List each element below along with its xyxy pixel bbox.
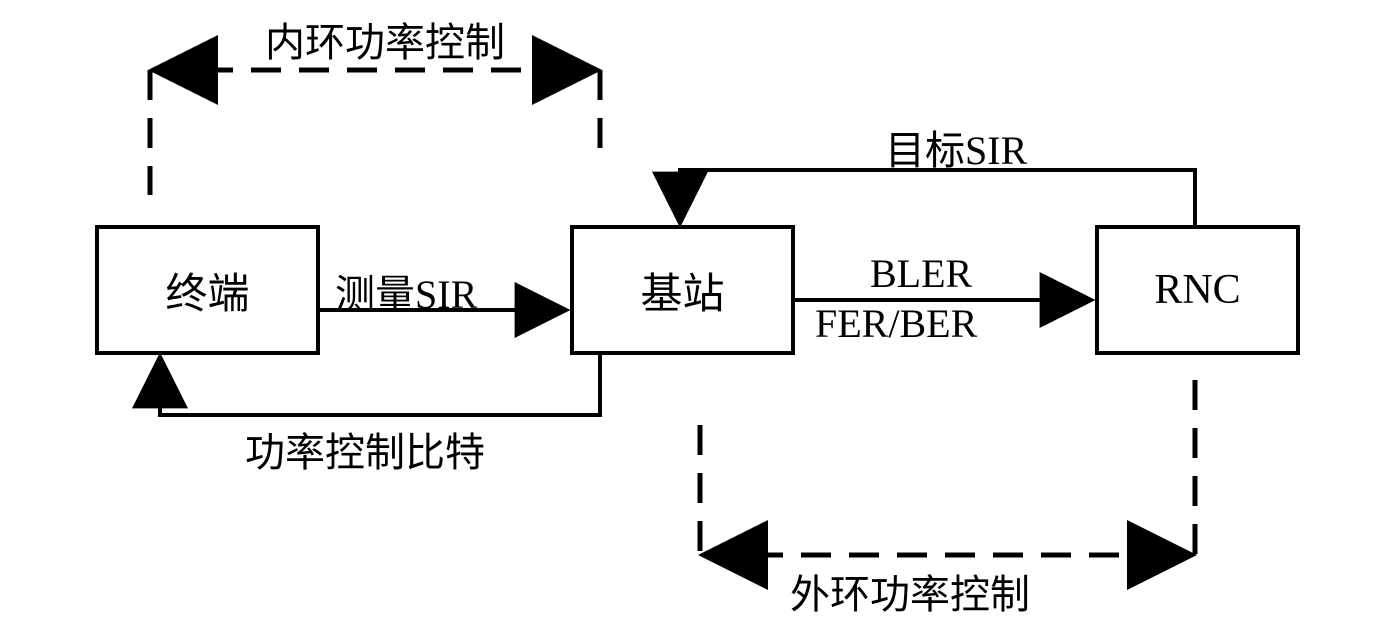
rnc-box: RNC xyxy=(1095,225,1300,355)
measure-sir-label: 测量SIR xyxy=(335,262,477,320)
base-station-label: 基站 xyxy=(640,260,724,321)
terminal-label: 终端 xyxy=(165,260,249,321)
terminal-box: 终端 xyxy=(95,225,320,355)
inner-loop-label: 内环功率控制 xyxy=(265,10,505,68)
edge-target-sir xyxy=(680,170,1195,225)
block-diagram: 终端 基站 RNC 测量SIR BLER FER/BER 目标SIR 功率控制比… xyxy=(0,0,1398,631)
edge-power-control-bit xyxy=(160,355,600,415)
power-control-bit-label: 功率控制比特 xyxy=(245,420,485,478)
base-station-box: 基站 xyxy=(570,225,795,355)
outer-loop-label: 外环功率控制 xyxy=(790,562,1030,620)
ferber-label: FER/BER xyxy=(815,300,977,347)
rnc-label: RNC xyxy=(1154,266,1240,314)
target-sir-label: 目标SIR xyxy=(885,118,1027,176)
bler-label: BLER xyxy=(870,250,972,297)
